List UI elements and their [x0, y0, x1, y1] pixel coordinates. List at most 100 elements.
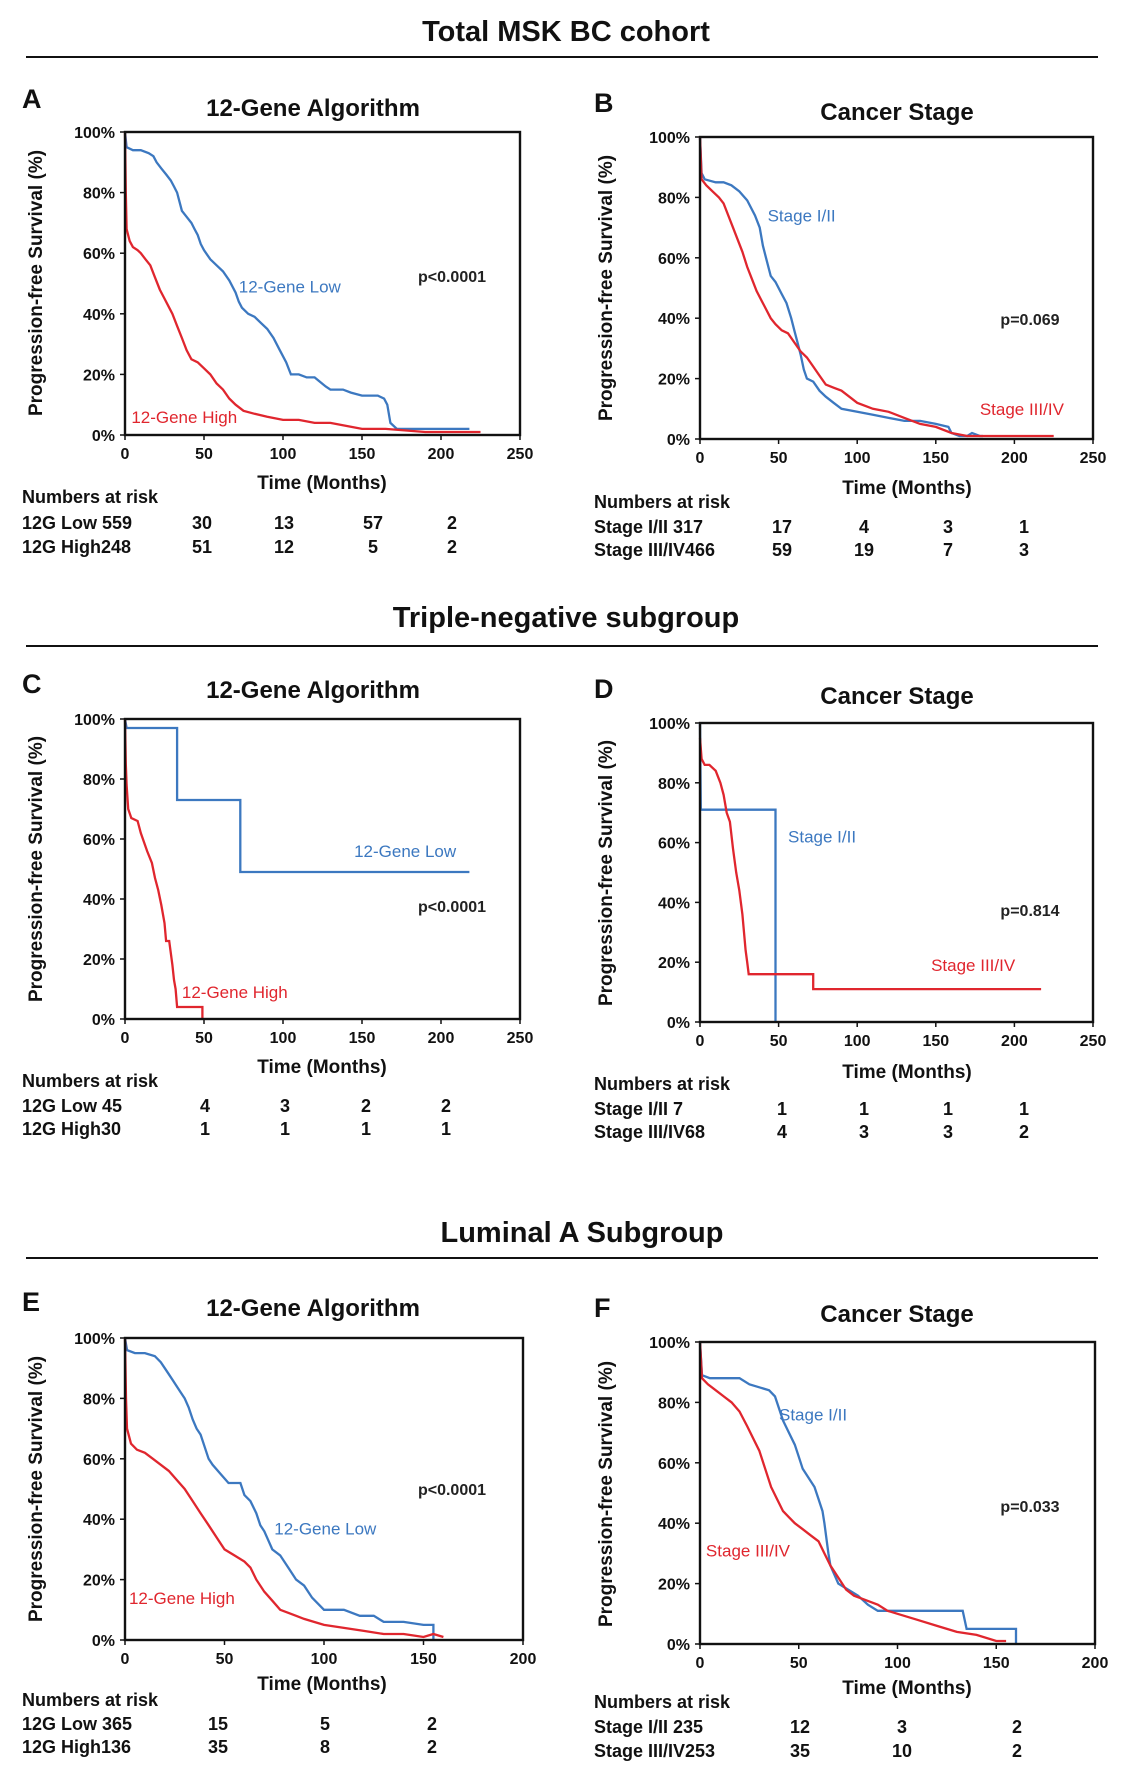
risk-table-a: Numbers at risk 12G Low 559 30 13 57 2 12G Hig… — [22, 487, 457, 557]
y-axis-label-d: Progression-free Survival (%) — [596, 740, 617, 1006]
risk-value: 2 — [1012, 1717, 1022, 1737]
risk-row-label: Stage I/II 7 — [594, 1099, 683, 1119]
series-label-c-high: 12-Gene High — [182, 983, 288, 1002]
risk-row-label: 12G High248 — [22, 537, 131, 557]
p-value-a: p<0.0001 — [418, 269, 486, 286]
risk-table-c: Numbers at risk 12G Low 45 4 3 2 2 12G High30 1… — [22, 1071, 451, 1139]
y-tick-label: 60% — [83, 246, 115, 263]
x-axis-label-a: Time (Months) — [257, 473, 386, 494]
y-tick-label: 40% — [658, 311, 690, 328]
curve-c-high — [123, 718, 204, 1019]
y-tick-label: 40% — [83, 892, 115, 909]
x-axis-label-f: Time (Months) — [842, 1678, 971, 1699]
series-label-c-low: 12-Gene Low — [354, 842, 457, 861]
p-value-f: p=0.033 — [1000, 1499, 1059, 1516]
series-label-a-low: 12-Gene Low — [239, 278, 342, 297]
y-tick-label: 40% — [658, 1516, 690, 1533]
x-tick-label: 0 — [696, 1655, 705, 1672]
y-tick-label: 0% — [667, 1637, 690, 1654]
section-title-luminal-a: Luminal A Subgroup — [441, 1217, 724, 1249]
curve-e-low — [123, 1337, 435, 1640]
y-axis-label-c: Progression-free Survival (%) — [26, 736, 47, 1002]
risk-value: 10 — [892, 1741, 912, 1761]
section-total-cohort: Total MSK BC cohort — [26, 16, 1098, 58]
plot-title-f: Cancer Stage — [820, 1301, 973, 1328]
risk-value: 13 — [274, 513, 294, 533]
y-tick-label: 80% — [658, 776, 690, 793]
series-label-b-high: Stage III/IV — [980, 400, 1065, 419]
p-value-d: p=0.814 — [1000, 903, 1059, 920]
section-title-triple-negative: Triple-negative subgroup — [393, 602, 739, 634]
y-tick-label: 80% — [83, 1391, 115, 1408]
risk-value: 51 — [192, 537, 212, 557]
y-tick-label: 60% — [83, 1452, 115, 1469]
risk-row-label: Stage III/IV68 — [594, 1122, 705, 1142]
curve-a-low — [123, 131, 470, 431]
risk-table-title: Numbers at risk — [22, 487, 159, 507]
risk-value: 1 — [361, 1119, 371, 1139]
risk-value: 4 — [777, 1122, 787, 1142]
x-tick-label: 250 — [507, 446, 534, 463]
x-tick-label: 250 — [1080, 1033, 1107, 1050]
y-tick-label: 0% — [92, 1633, 115, 1650]
x-axis-label-c: Time (Months) — [257, 1057, 386, 1078]
risk-value: 3 — [1019, 540, 1029, 560]
panel-letter-d: D — [594, 674, 614, 704]
curve-f-high — [698, 1341, 1007, 1643]
x-tick-label: 150 — [349, 446, 376, 463]
y-tick-label: 60% — [658, 836, 690, 853]
risk-value: 1 — [859, 1099, 869, 1119]
risk-row-label: 12G Low 559 — [22, 513, 132, 533]
x-tick-label: 50 — [790, 1655, 808, 1672]
plot-title-e: 12-Gene Algorithm — [206, 1295, 420, 1322]
risk-value: 17 — [772, 517, 792, 537]
risk-table-e: Numbers at risk 12G Low 365 15 5 2 12G High13… — [22, 1690, 437, 1757]
plot-title-d: Cancer Stage — [820, 683, 973, 710]
panels: A 12-Gene Algorithm Progression-free Survi… — [22, 84, 1108, 1761]
curve-a-high — [123, 131, 481, 434]
risk-value: 59 — [772, 540, 792, 560]
x-tick-label: 200 — [428, 446, 455, 463]
risk-value: 12 — [274, 537, 294, 557]
series-label-a-high: 12-Gene High — [131, 408, 237, 427]
x-tick-label: 0 — [696, 1033, 705, 1050]
x-tick-label: 150 — [349, 1030, 376, 1047]
series-label-d-low: Stage I/II — [788, 828, 856, 847]
plot-frame-c — [123, 717, 522, 1021]
risk-value: 35 — [790, 1741, 810, 1761]
x-tick-label: 200 — [428, 1030, 455, 1047]
x-tick-label: 150 — [922, 1033, 949, 1050]
panel-letter-a: A — [22, 84, 42, 114]
panel-letter-f: F — [594, 1293, 611, 1323]
risk-row-label: Stage III/IV253 — [594, 1741, 715, 1761]
plot-frame-f — [698, 1340, 1097, 1646]
risk-table-d: Numbers at risk Stage I/II 7 1 1 1 1 Stage III… — [594, 1074, 1029, 1142]
x-tick-label: 0 — [121, 1651, 130, 1668]
y-tick-label: 100% — [74, 1331, 115, 1348]
plot-frame-a — [123, 130, 522, 437]
panel-d: D Cancer Stage Progression-free Survival (… — [594, 674, 1106, 1142]
curve-e-high — [123, 1337, 444, 1639]
risk-value: 3 — [897, 1717, 907, 1737]
y-axis-label-b: Progression-free Survival (%) — [596, 155, 617, 421]
curve-b-high — [698, 136, 1054, 438]
panel-c: C 12-Gene Algorithm Progression-free Survi… — [22, 669, 533, 1139]
series-label-b-low: Stage I/II — [768, 207, 836, 226]
y-tick-label: 20% — [658, 1577, 690, 1594]
risk-row-label: 12G Low 365 — [22, 1714, 132, 1734]
curve-b-low — [698, 136, 983, 438]
x-tick-label: 100 — [270, 446, 297, 463]
panel-f: F Cancer Stage Progression-free Survival (… — [594, 1293, 1108, 1761]
x-tick-label: 200 — [510, 1651, 537, 1668]
risk-value: 2 — [441, 1096, 451, 1116]
x-tick-label: 250 — [507, 1030, 534, 1047]
y-axis-label-a: Progression-free Survival (%) — [26, 150, 47, 416]
x-tick-label: 100 — [270, 1030, 297, 1047]
x-tick-label: 50 — [770, 450, 788, 467]
risk-table-title: Numbers at risk — [22, 1071, 159, 1091]
y-tick-label: 0% — [667, 1015, 690, 1032]
risk-value: 2 — [1019, 1122, 1029, 1142]
y-tick-label: 60% — [83, 832, 115, 849]
risk-value: 2 — [1012, 1741, 1022, 1761]
